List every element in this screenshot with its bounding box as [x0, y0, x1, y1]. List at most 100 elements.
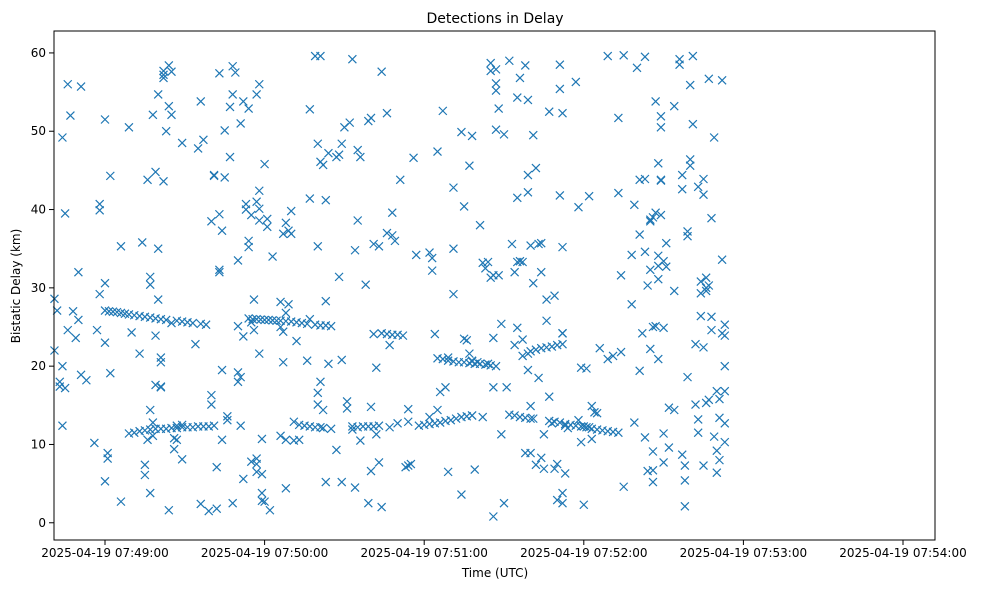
plot-frame	[53, 30, 936, 541]
data-point	[715, 394, 724, 404]
data-point	[629, 418, 639, 427]
data-point	[661, 238, 671, 248]
data-point	[374, 458, 384, 467]
data-point	[316, 51, 325, 61]
data-point	[656, 175, 666, 185]
data-point	[316, 422, 325, 432]
data-point	[677, 184, 687, 194]
data-point	[366, 466, 376, 476]
data-point	[68, 306, 78, 316]
data-point	[345, 118, 355, 128]
data-point	[395, 175, 405, 185]
data-point	[164, 101, 174, 111]
data-point	[555, 418, 565, 427]
data-point	[342, 396, 352, 406]
data-point	[523, 349, 533, 359]
data-point	[228, 90, 238, 99]
data-point	[613, 113, 623, 123]
data-point	[127, 328, 137, 337]
data-point	[233, 367, 243, 377]
data-point	[403, 461, 413, 471]
data-marks	[50, 50, 730, 521]
data-point	[153, 295, 163, 305]
data-point	[635, 366, 645, 376]
data-point	[241, 199, 251, 209]
data-point	[584, 191, 594, 201]
data-point	[124, 122, 134, 132]
data-point	[371, 429, 381, 439]
data-point	[225, 102, 235, 112]
x-tick-label: 2025-04-19 07:53:00	[680, 546, 807, 560]
data-point	[169, 444, 179, 454]
data-point	[547, 418, 557, 428]
x-tick-label: 2025-04-19 07:52:00	[520, 546, 647, 560]
data-point	[550, 464, 559, 474]
data-point	[148, 431, 158, 441]
data-point	[550, 291, 559, 301]
data-point	[584, 422, 594, 432]
data-point	[720, 361, 730, 371]
data-point	[116, 497, 126, 507]
data-point	[236, 421, 246, 431]
data-point	[539, 429, 549, 439]
data-point	[518, 351, 528, 361]
data-point	[640, 247, 650, 257]
data-point	[92, 325, 102, 335]
data-point	[462, 335, 472, 345]
data-point	[169, 433, 179, 443]
data-point	[574, 415, 583, 425]
data-point	[58, 133, 67, 142]
data-point	[252, 197, 262, 207]
data-point	[151, 331, 160, 341]
data-point	[449, 244, 458, 254]
data-point	[316, 377, 325, 387]
data-point	[249, 295, 259, 305]
data-point	[515, 256, 525, 266]
data-point	[547, 342, 557, 352]
data-point	[507, 239, 517, 249]
data-point	[555, 84, 565, 94]
data-point	[305, 104, 315, 114]
data-point	[313, 388, 323, 398]
data-point	[470, 465, 480, 474]
data-point	[627, 250, 637, 260]
data-point	[406, 459, 416, 469]
data-point	[73, 315, 83, 325]
data-point	[217, 226, 227, 236]
data-point	[71, 333, 81, 343]
data-point	[475, 220, 485, 230]
data-point	[401, 462, 411, 472]
data-point	[433, 147, 442, 157]
data-point	[284, 299, 293, 309]
data-point	[212, 504, 222, 514]
data-point	[701, 273, 711, 283]
data-point	[512, 323, 522, 333]
data-point	[659, 458, 669, 467]
data-point	[491, 361, 501, 371]
data-point	[230, 68, 240, 77]
data-point	[145, 272, 155, 282]
data-point	[688, 51, 698, 61]
data-point	[100, 338, 110, 348]
data-point	[696, 311, 706, 321]
data-point	[427, 253, 437, 263]
x-tick-label: 2025-04-19 07:49:00	[41, 546, 168, 560]
data-point	[427, 266, 437, 276]
data-point	[177, 420, 187, 430]
data-point	[441, 382, 450, 392]
data-point	[544, 392, 554, 402]
x-axis: 2025-04-19 07:49:00 2025-04-19 07:50:00 20…	[41, 540, 967, 560]
data-point	[637, 328, 647, 338]
data-point	[512, 193, 522, 203]
data-point	[153, 244, 163, 254]
data-point	[643, 281, 653, 290]
data-point	[355, 152, 365, 162]
data-point	[435, 418, 445, 427]
data-point	[193, 144, 203, 153]
data-point	[272, 316, 281, 326]
data-point	[704, 395, 714, 405]
data-point	[518, 257, 528, 267]
data-point	[249, 325, 259, 335]
chart-title: Detections in Delay	[426, 11, 563, 27]
data-point	[459, 201, 469, 211]
